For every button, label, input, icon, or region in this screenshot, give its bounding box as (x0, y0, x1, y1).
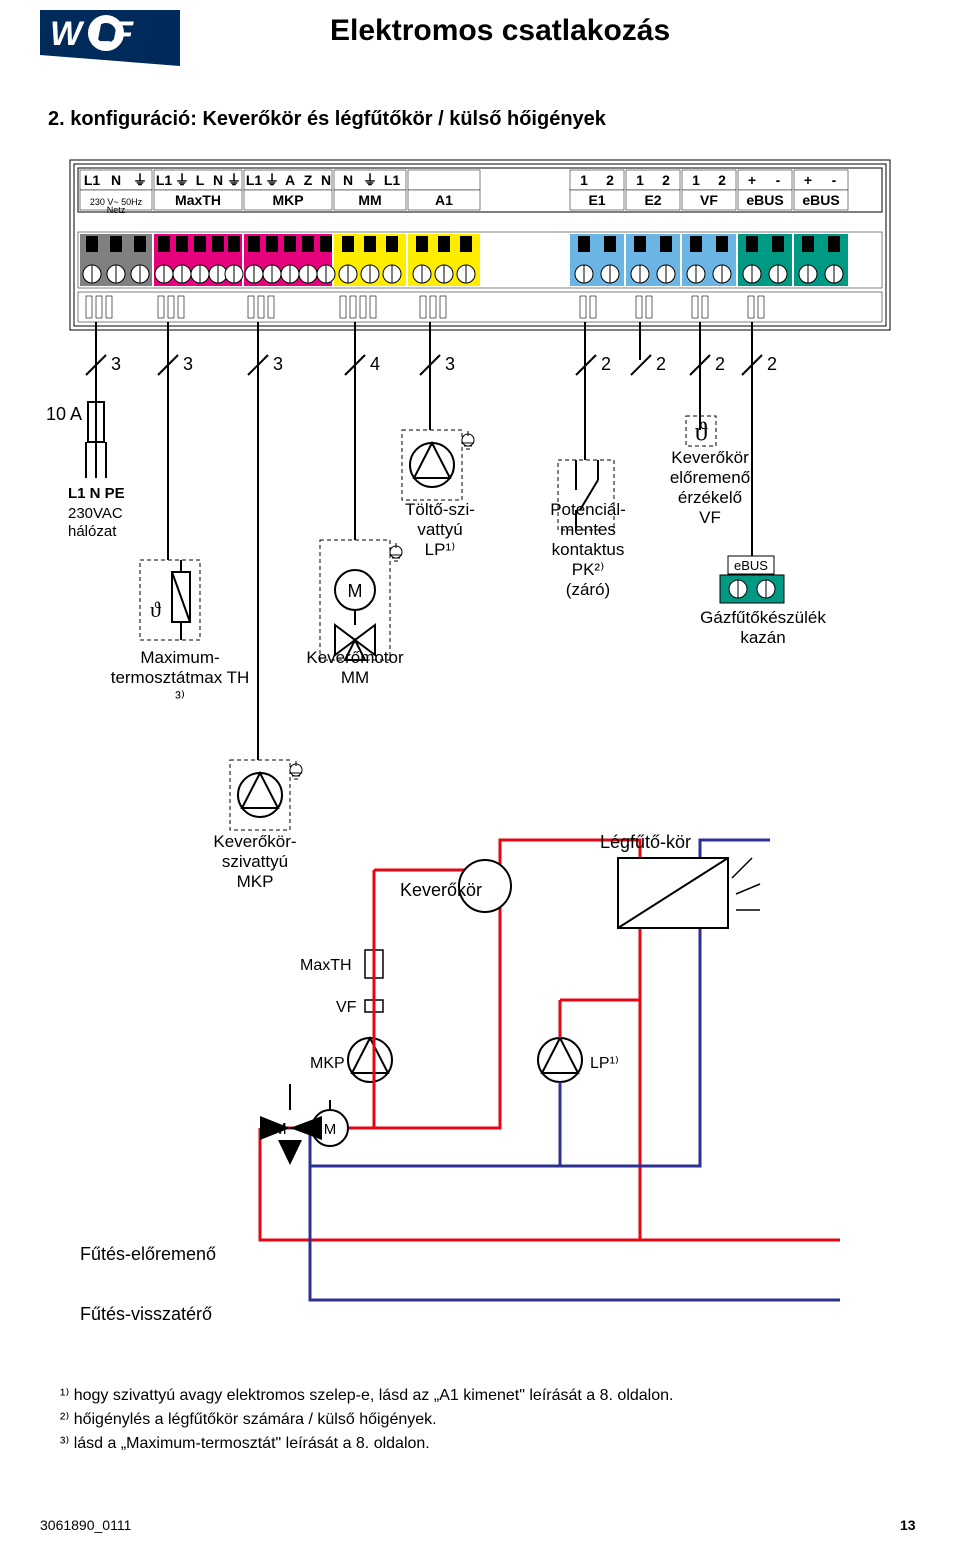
svg-text:Keverőkör: Keverőkör (400, 880, 482, 900)
svg-text:L: L (196, 172, 205, 188)
svg-text:ϑ: ϑ (150, 597, 161, 622)
svg-text:L1: L1 (84, 172, 101, 188)
svg-text:N: N (213, 172, 223, 188)
svg-text:⏚: ⏚ (175, 172, 189, 188)
svg-text:N: N (321, 172, 331, 188)
svg-text:3061890_0111: 3061890_0111 (40, 1517, 132, 1533)
svg-text:MaxTH: MaxTH (300, 957, 352, 974)
svg-text:VF: VF (336, 999, 357, 1016)
svg-text:LP¹⁾: LP¹⁾ (590, 1055, 619, 1072)
svg-text:2: 2 (656, 354, 666, 374)
svg-text:-: - (776, 172, 781, 188)
svg-text:Fűtés-előremenő: Fűtés-előremenő (80, 1244, 216, 1264)
label-mix-motor: Keverőmotor MM (290, 648, 420, 688)
svg-text:MKP: MKP (272, 192, 303, 208)
svg-text:Z: Z (304, 172, 313, 188)
svg-text:²⁾ hőigénylés a légfűtőkör szá: ²⁾ hőigénylés a légfűtőkör számára / kül… (60, 1411, 437, 1428)
svg-text:Fűtés-visszatérő: Fűtés-visszatérő (80, 1304, 212, 1324)
svg-text:L1 N PE: L1 N PE (68, 485, 125, 502)
svg-text:2: 2 (601, 354, 611, 374)
svg-text:⏚: ⏚ (133, 172, 147, 188)
svg-text:MKP: MKP (310, 1055, 345, 1072)
svg-text:E1: E1 (588, 192, 605, 208)
svg-text:L1: L1 (156, 172, 173, 188)
svg-text:A: A (285, 172, 295, 188)
svg-text:3: 3 (445, 354, 455, 374)
svg-text:2: 2 (767, 354, 777, 374)
label-vf-sensor: KeverőkörelőremenőérzékelőVF (650, 448, 770, 528)
svg-text:1: 1 (636, 172, 644, 188)
svg-text:⏚: ⏚ (265, 172, 279, 188)
svg-text:2: 2 (662, 172, 670, 188)
svg-text:M: M (348, 581, 363, 601)
svg-text:13: 13 (900, 1517, 916, 1533)
label-pot-contact: Potenciál-menteskontaktusPK²⁾(záró) (528, 500, 648, 600)
svg-text:MM: MM (358, 192, 381, 208)
svg-text:Netz: Netz (107, 205, 126, 215)
svg-text:10 A: 10 A (46, 404, 82, 424)
svg-text:MaxTH: MaxTH (175, 192, 221, 208)
label-mix-pump: Keverőkör-szivattyúMKP (180, 832, 330, 892)
svg-text:¹⁾ hogy szivattyú avagy elektr: ¹⁾ hogy szivattyú avagy elektromos szele… (60, 1387, 673, 1404)
svg-text:3: 3 (183, 354, 193, 374)
svg-text:+: + (804, 172, 812, 188)
svg-text:VF: VF (700, 192, 718, 208)
svg-text:eBUS: eBUS (746, 192, 783, 208)
svg-text:N: N (111, 172, 121, 188)
svg-text:eBUS: eBUS (734, 558, 768, 573)
svg-text:L1: L1 (246, 172, 263, 188)
svg-text:Légfűtő-kör: Légfűtő-kör (600, 832, 691, 852)
label-boiler: Gázfűtőkészülékkazán (688, 608, 838, 648)
svg-text:hálózat: hálózat (68, 523, 117, 540)
svg-text:⏚: ⏚ (363, 172, 377, 188)
svg-text:L1: L1 (384, 172, 401, 188)
label-max-thermo: Maximum-termosztátmax TH ³⁾ (105, 648, 255, 708)
svg-text:⏚: ⏚ (227, 172, 241, 188)
svg-text:ϑ: ϑ (695, 417, 708, 446)
svg-text:2: 2 (606, 172, 614, 188)
svg-text:eBUS: eBUS (802, 192, 839, 208)
svg-text:2: 2 (718, 172, 726, 188)
svg-text:+: + (748, 172, 756, 188)
label-fill-pump: Töltő-szi-vattyúLP¹⁾ (390, 500, 490, 560)
svg-text:3: 3 (273, 354, 283, 374)
svg-text:-: - (832, 172, 837, 188)
svg-text:1: 1 (692, 172, 700, 188)
svg-text:3: 3 (111, 354, 121, 374)
svg-text:230VAC: 230VAC (68, 505, 123, 522)
svg-text:A1: A1 (435, 192, 453, 208)
svg-text:N: N (343, 172, 353, 188)
svg-text:E2: E2 (644, 192, 661, 208)
svg-text:2: 2 (715, 354, 725, 374)
svg-text:M: M (324, 1121, 337, 1138)
svg-text:1: 1 (580, 172, 588, 188)
svg-text:4: 4 (370, 354, 380, 374)
svg-text:³⁾ lásd a „Maximum-termosztát": ³⁾ lásd a „Maximum-termosztát" leírását … (60, 1435, 430, 1452)
